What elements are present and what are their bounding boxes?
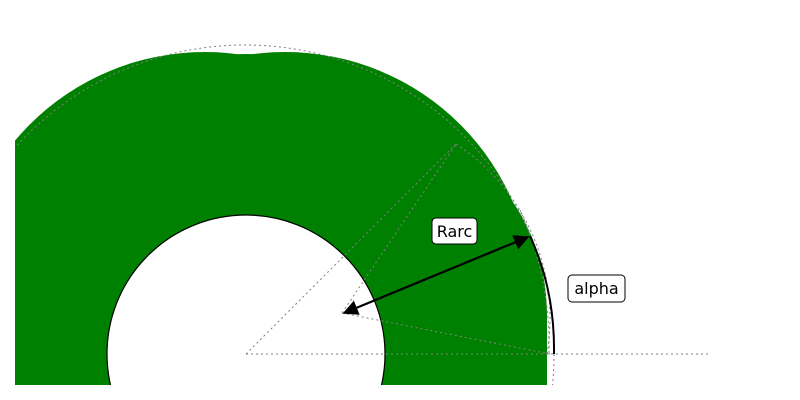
alpha-label: alpha	[567, 274, 626, 303]
arc-center-to-baseline-guide	[341, 312, 551, 355]
alpha-label-box	[567, 274, 626, 303]
outer-arc-guide	[519, 209, 550, 355]
rarc-label: Rarc	[431, 217, 478, 245]
plot-area	[15, 44, 710, 385]
alpha-angle-arc	[529, 235, 556, 355]
rarc-label-box	[431, 217, 478, 245]
inner-hole	[106, 214, 386, 385]
corner-arc-guide	[455, 143, 551, 355]
alpha-label-text: alpha	[574, 279, 618, 298]
radial-guide-arc-center	[341, 143, 457, 314]
rarc-label-text: Rarc	[437, 222, 473, 241]
rarc-arrow	[342, 235, 530, 315]
